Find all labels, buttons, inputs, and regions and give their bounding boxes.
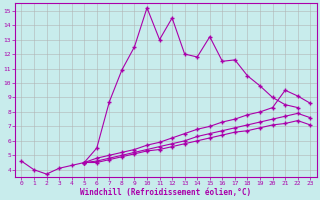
X-axis label: Windchill (Refroidissement éolien,°C): Windchill (Refroidissement éolien,°C) <box>80 188 252 197</box>
